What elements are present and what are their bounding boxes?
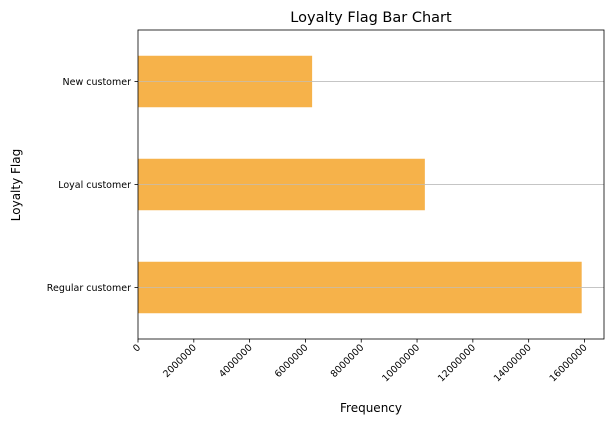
x-tick-label: 10000000 (380, 342, 422, 384)
x-tick-label: 0 (131, 342, 143, 354)
y-tick-label: New customer (63, 77, 132, 88)
x-tick-labels: 0 2000000 4000000 6000000 8000000 10000000 120… (131, 339, 590, 384)
x-tick-label: 14000000 (492, 342, 534, 384)
bars (138, 55, 604, 314)
x-tick-label: 6000000 (273, 342, 311, 380)
y-tick-labels: Regular customer Loyal customer New custom… (47, 77, 138, 294)
x-tick-label: 2000000 (161, 342, 199, 380)
x-axis-label: Frequency (340, 401, 402, 415)
y-tick-label: Regular customer (47, 283, 131, 294)
x-tick-label: 4000000 (217, 342, 255, 380)
y-tick-label: Loyal customer (58, 180, 131, 191)
x-tick-label: 8000000 (329, 342, 367, 380)
x-tick-label: 12000000 (436, 342, 478, 384)
y-axis-label: Loyalty Flag (9, 149, 23, 221)
x-tick-label: 16000000 (548, 342, 590, 384)
chart-title: Loyalty Flag Bar Chart (290, 10, 452, 26)
